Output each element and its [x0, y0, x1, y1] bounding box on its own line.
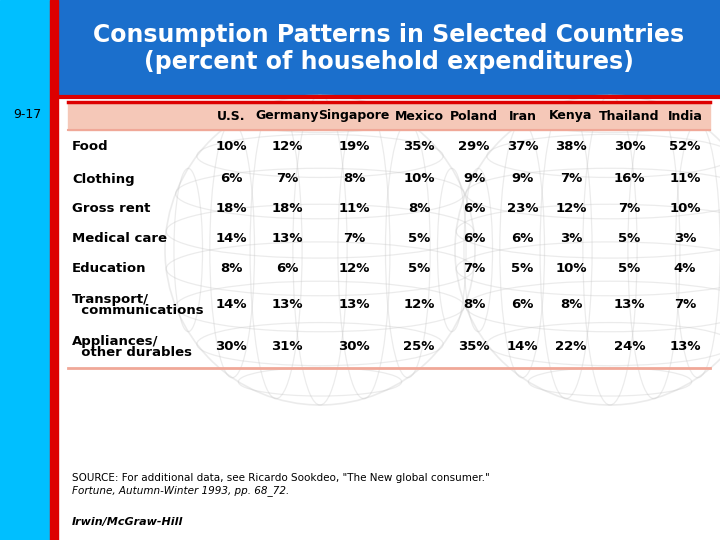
- Text: 13%: 13%: [338, 299, 370, 312]
- Text: 12%: 12%: [555, 202, 587, 215]
- Text: 7%: 7%: [674, 299, 696, 312]
- Text: 13%: 13%: [670, 341, 701, 354]
- Text: Transport/: Transport/: [72, 293, 149, 306]
- Text: 6%: 6%: [463, 202, 485, 215]
- Text: 5%: 5%: [408, 233, 430, 246]
- Text: 35%: 35%: [403, 140, 435, 153]
- Text: 14%: 14%: [215, 299, 247, 312]
- Text: Education: Education: [72, 262, 146, 275]
- Text: Germany: Germany: [256, 110, 319, 123]
- Text: 8%: 8%: [343, 172, 365, 186]
- Text: Thailand: Thailand: [599, 110, 660, 123]
- Text: 10%: 10%: [403, 172, 435, 186]
- Text: 10%: 10%: [670, 202, 701, 215]
- Text: 16%: 16%: [613, 172, 645, 186]
- Text: Medical care: Medical care: [72, 233, 167, 246]
- Text: 12%: 12%: [403, 299, 435, 312]
- Text: Gross rent: Gross rent: [72, 202, 150, 215]
- Text: 6%: 6%: [463, 233, 485, 246]
- Text: 7%: 7%: [276, 172, 298, 186]
- Text: 7%: 7%: [343, 233, 365, 246]
- Text: 30%: 30%: [338, 341, 370, 354]
- Text: 9%: 9%: [463, 172, 485, 186]
- Text: 8%: 8%: [408, 202, 430, 215]
- Text: Fortune, Autumn-Winter 1993, pp. 68_72.: Fortune, Autumn-Winter 1993, pp. 68_72.: [72, 485, 289, 496]
- Text: 31%: 31%: [271, 341, 302, 354]
- Text: 6%: 6%: [511, 299, 534, 312]
- Text: 18%: 18%: [215, 202, 247, 215]
- Text: Poland: Poland: [450, 110, 498, 123]
- Text: 19%: 19%: [338, 140, 369, 153]
- Text: 3%: 3%: [560, 233, 582, 246]
- Text: 5%: 5%: [408, 262, 430, 275]
- Text: U.S.: U.S.: [217, 110, 246, 123]
- Text: Singapore: Singapore: [318, 110, 390, 123]
- Text: Consumption Patterns in Selected Countries: Consumption Patterns in Selected Countri…: [94, 23, 685, 47]
- Text: 5%: 5%: [618, 262, 641, 275]
- Text: 13%: 13%: [271, 299, 302, 312]
- Text: 52%: 52%: [670, 140, 701, 153]
- Bar: [58, 97, 720, 540]
- Text: SOURCE: For additional data, see Ricardo Sookdeo, "The New global consumer.": SOURCE: For additional data, see Ricardo…: [72, 473, 490, 483]
- Text: 4%: 4%: [674, 262, 696, 275]
- Text: Clothing: Clothing: [72, 172, 135, 186]
- Text: 13%: 13%: [271, 233, 302, 246]
- Text: 3%: 3%: [674, 233, 696, 246]
- Text: 37%: 37%: [507, 140, 539, 153]
- Text: 10%: 10%: [215, 140, 247, 153]
- Bar: [68, 102, 710, 130]
- Text: 35%: 35%: [458, 341, 490, 354]
- Text: 11%: 11%: [338, 202, 369, 215]
- Text: 7%: 7%: [560, 172, 582, 186]
- Text: 14%: 14%: [507, 341, 539, 354]
- Text: 22%: 22%: [555, 341, 587, 354]
- Text: 24%: 24%: [613, 341, 645, 354]
- Text: 6%: 6%: [276, 262, 298, 275]
- Text: 10%: 10%: [555, 262, 587, 275]
- Text: 18%: 18%: [271, 202, 302, 215]
- Text: India: India: [667, 110, 703, 123]
- Text: 29%: 29%: [459, 140, 490, 153]
- Text: 8%: 8%: [463, 299, 485, 312]
- Text: 7%: 7%: [618, 202, 641, 215]
- Text: 5%: 5%: [511, 262, 534, 275]
- Text: 8%: 8%: [560, 299, 582, 312]
- Text: 13%: 13%: [613, 299, 645, 312]
- Text: Appliances/: Appliances/: [72, 335, 158, 348]
- Text: 9-17: 9-17: [13, 109, 41, 122]
- Text: 6%: 6%: [511, 233, 534, 246]
- Text: 38%: 38%: [555, 140, 587, 153]
- Text: 11%: 11%: [670, 172, 701, 186]
- Text: communications: communications: [72, 304, 204, 317]
- Text: Mexico: Mexico: [395, 110, 444, 123]
- Text: Kenya: Kenya: [549, 110, 593, 123]
- Text: 14%: 14%: [215, 233, 247, 246]
- Text: 12%: 12%: [338, 262, 369, 275]
- Text: other durables: other durables: [72, 346, 192, 359]
- Text: 5%: 5%: [618, 233, 641, 246]
- Text: 6%: 6%: [220, 172, 242, 186]
- Bar: [0, 0, 55, 540]
- Bar: [58, 0, 720, 97]
- Text: 25%: 25%: [403, 341, 435, 354]
- Bar: [50, 0, 58, 540]
- Text: 23%: 23%: [507, 202, 539, 215]
- Text: (percent of household expenditures): (percent of household expenditures): [144, 50, 634, 74]
- Text: 7%: 7%: [463, 262, 485, 275]
- Text: 30%: 30%: [215, 341, 247, 354]
- Text: 30%: 30%: [613, 140, 645, 153]
- Text: 8%: 8%: [220, 262, 242, 275]
- Text: 9%: 9%: [511, 172, 534, 186]
- Text: Food: Food: [72, 140, 109, 153]
- Text: Iran: Iran: [508, 110, 536, 123]
- Text: 12%: 12%: [271, 140, 302, 153]
- Text: Irwin/McGraw-Hill: Irwin/McGraw-Hill: [72, 517, 184, 527]
